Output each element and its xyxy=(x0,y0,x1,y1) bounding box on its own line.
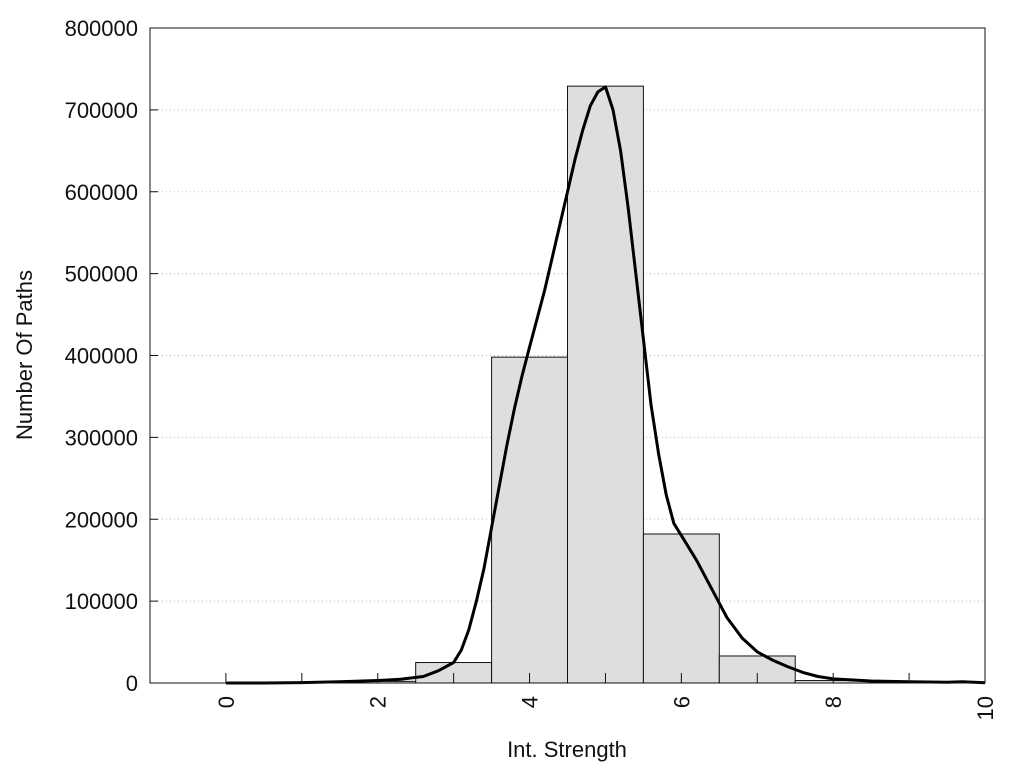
y-tick-label: 200000 xyxy=(65,507,138,532)
y-tick-label: 100000 xyxy=(65,589,138,614)
y-tick-label: 500000 xyxy=(65,262,138,287)
y-tick-label: 600000 xyxy=(65,180,138,205)
curve-layer xyxy=(225,85,986,685)
x-axis-title: Int. Strength xyxy=(507,737,627,762)
bars-layer xyxy=(339,85,872,684)
x-tick-label: 4 xyxy=(518,696,543,708)
x-tick-label: 6 xyxy=(669,696,694,708)
ticks-layer: 0 100000 200000 300000 400000 500000 600000 700… xyxy=(65,16,998,720)
x-tick-label: 8 xyxy=(821,696,846,708)
histogram-bar xyxy=(567,85,644,684)
y-tick-label: 0 xyxy=(126,671,138,696)
x-tick-label: 0 xyxy=(214,696,239,708)
histogram-bar xyxy=(491,356,568,684)
y-tick-label: 400000 xyxy=(65,344,138,369)
y-axis-title: Number Of Paths xyxy=(12,270,37,440)
y-tick-label: 700000 xyxy=(65,98,138,123)
fit-curve-line xyxy=(225,85,986,685)
x-tick-label: 2 xyxy=(366,696,391,708)
x-tick-label: 10 xyxy=(973,696,998,720)
y-tick-label: 800000 xyxy=(65,16,138,41)
y-tick-label: 300000 xyxy=(65,425,138,450)
histogram-bar xyxy=(642,533,720,684)
